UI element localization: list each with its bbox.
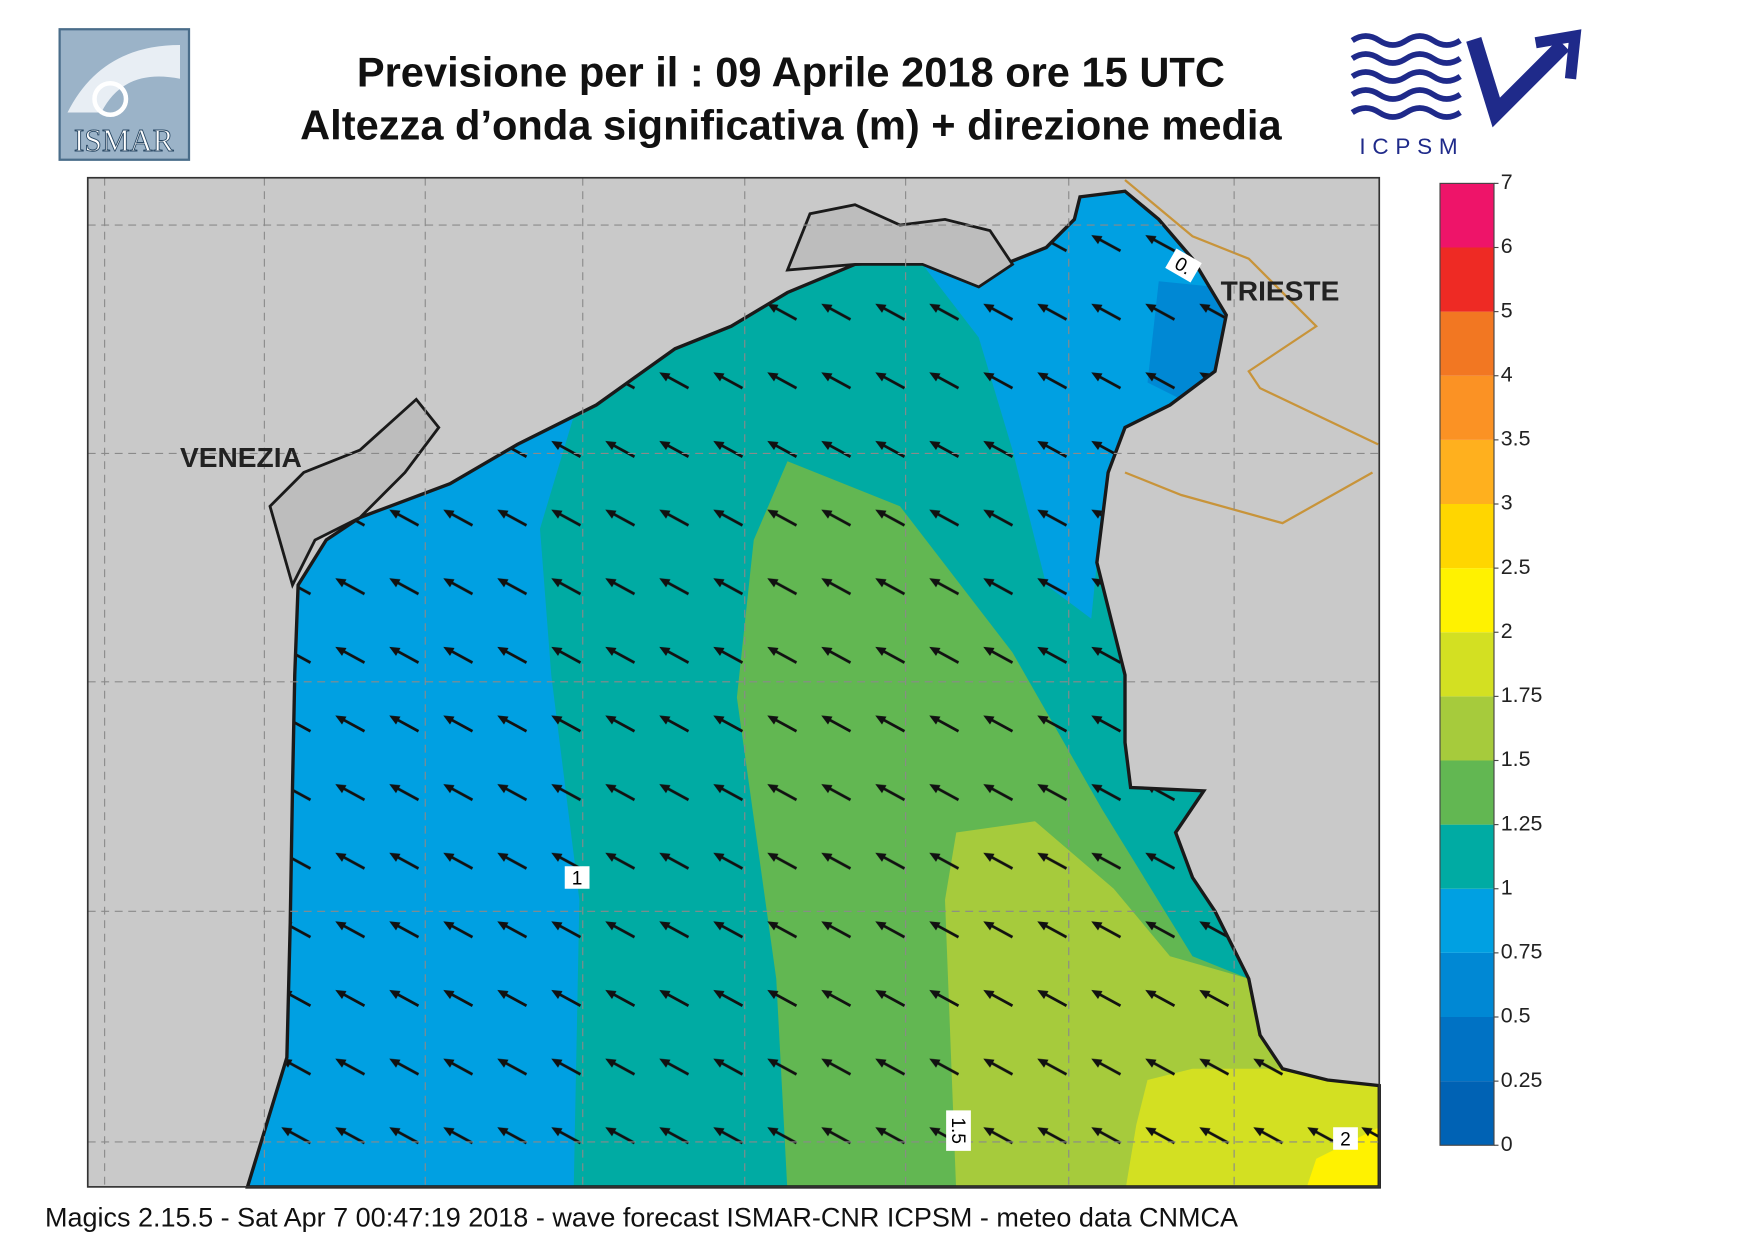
- colorbar-band: [1440, 311, 1494, 376]
- colorbar-label: 4: [1501, 362, 1513, 386]
- city-label: TRIESTE: [1221, 275, 1340, 306]
- logo-icpsm: ICPSM: [1350, 29, 1582, 159]
- colorbar-frame: [1439, 182, 1495, 1146]
- contour-label: 1: [564, 866, 590, 889]
- contour-label-text: 1: [572, 868, 583, 889]
- contour-label: 2: [1333, 1127, 1358, 1150]
- colorbar-label: 0: [1501, 1132, 1513, 1156]
- colorbar-label: 3.5: [1501, 427, 1531, 451]
- colorbar-label: 0.25: [1501, 1068, 1543, 1092]
- colorbar-label: 1.75: [1501, 683, 1543, 707]
- logo-text: ICPSM: [1359, 134, 1464, 159]
- colorbar-band: [1440, 568, 1494, 633]
- colorbar-band: [1440, 183, 1494, 248]
- colorbar-label: 1.5: [1501, 747, 1531, 771]
- border: [1124, 179, 1379, 525]
- colorbar-band: [1440, 1081, 1494, 1146]
- colorbar-band: [1440, 760, 1494, 825]
- colorbar-band: [1440, 888, 1494, 953]
- map: VENEZIA TRIESTE 1 1.5 2 0.: [86, 176, 1381, 1189]
- subtitle: Altezza d’onda significativa (m) + direz…: [300, 102, 1282, 149]
- title: Previsione per il : 09 Aprile 2018 ore 1…: [357, 49, 1225, 96]
- colorbar-label: 1.25: [1501, 811, 1543, 835]
- colorbar-band: [1440, 1017, 1494, 1082]
- frame: [86, 176, 1381, 1188]
- colorbar-band: [1440, 247, 1494, 312]
- colorbar: 0 0.25 0.5 0.75 1 1.25 1.5 1.75 2 2.5 3 3.5 4 5 6 7: [1439, 170, 1543, 1156]
- colorbar-band: [1440, 824, 1494, 889]
- colorbar-label: 2: [1501, 619, 1513, 643]
- logo-text: ISMAR: [74, 123, 174, 158]
- city-label: VENEZIA: [180, 442, 302, 473]
- colorbar-label: 0.5: [1501, 1004, 1531, 1028]
- colorbar-band: [1440, 439, 1494, 504]
- colorbar-label: 3: [1501, 491, 1513, 515]
- contour-label: 0.: [1165, 248, 1202, 283]
- colorbar-band: [1440, 696, 1494, 761]
- colorbar-band: [1440, 952, 1494, 1017]
- contour-label: 1.5: [946, 1110, 971, 1151]
- colorbar-label: 0.75: [1501, 940, 1543, 964]
- colorbar-band: [1440, 504, 1494, 569]
- colorbar-label: 1: [1501, 875, 1513, 899]
- logo-ismar: ISMAR: [58, 28, 191, 161]
- colorbar-label: 5: [1501, 298, 1513, 322]
- colorbar-label: 7: [1501, 170, 1513, 194]
- lagoon: [268, 397, 441, 589]
- colorbar-band: [1440, 632, 1494, 697]
- contour-label-text: 2: [1340, 1129, 1351, 1150]
- colorbar-band: [1440, 375, 1494, 440]
- colorbar-label: 2.5: [1501, 555, 1531, 579]
- graticule: [87, 177, 1380, 1187]
- contour-label-text: 1.5: [947, 1117, 968, 1144]
- footer: Magics 2.15.5 - Sat Apr 7 00:47:19 2018 …: [45, 1202, 1238, 1232]
- colorbar-label: 6: [1501, 234, 1513, 258]
